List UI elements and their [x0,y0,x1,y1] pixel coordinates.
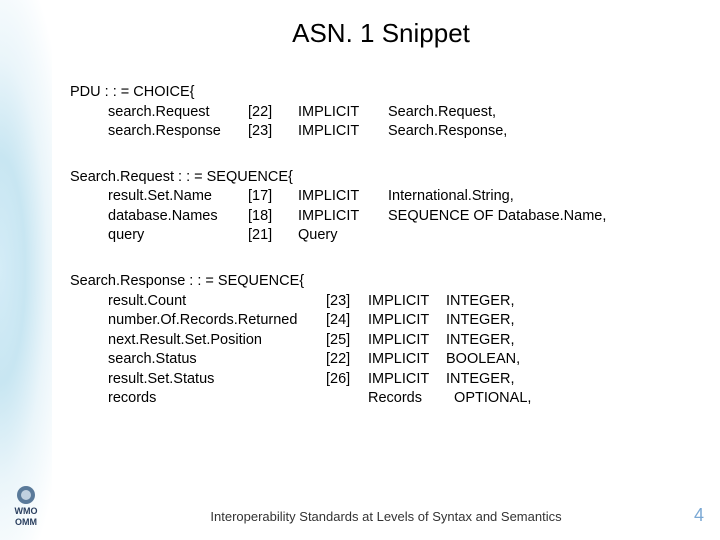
asn-field-line: result.Set.Status[26]IMPLICITINTEGER, [70,370,692,390]
asn-field-name: result.Count [108,292,326,312]
globe-icon [17,486,35,504]
sidebar-decoration [0,0,52,540]
asn-field-keyword: IMPLICIT [368,331,446,351]
asn-field-tag: [26] [326,370,368,390]
asn-field-tag: [18] [248,207,298,227]
asn-field-tag [326,389,368,409]
asn-field-keyword: IMPLICIT [298,122,388,142]
asn-field-keyword: IMPLICIT [368,292,446,312]
asn-field-name: number.Of.Records.Returned [108,311,326,331]
asn-field-type: INTEGER, [446,292,514,312]
asn-block-pdu: PDU : : = CHOICE{search.Request[22]IMPLI… [70,83,692,142]
asn-field-line: search.Status[22]IMPLICITBOOLEAN, [70,350,692,370]
asn-field-tag: [23] [248,122,298,142]
asn-field-keyword: IMPLICIT [368,311,446,331]
asn-field-line: search.Request[22]IMPLICITSearch.Request… [70,103,692,123]
asn-field-type: BOOLEAN, [446,350,520,370]
asn-field-line: next.Result.Set.Position[25]IMPLICITINTE… [70,331,692,351]
slide-title: ASN. 1 Snippet [70,18,692,49]
asn-field-name: records [108,389,326,409]
asn-block-search-response: Search.Response : : = SEQUENCE{result.Co… [70,272,692,409]
logo-text-1: WMO [15,506,38,517]
asn-field-type: SEQUENCE OF Database.Name, [388,207,606,227]
asn-field-keyword: Records [368,389,446,409]
asn-header-line: Search.Request : : = SEQUENCE{ [70,168,692,188]
wmo-logo: WMO OMM [0,486,52,528]
asn-field-line: records Records OPTIONAL, [70,389,692,409]
asn-field-keyword: IMPLICIT [368,370,446,390]
asn-field-name: search.Response [108,122,248,142]
asn-field-tag: [22] [326,350,368,370]
asn-field-tag: [22] [248,103,298,123]
asn-field-name: search.Status [108,350,326,370]
asn-field-tag: [25] [326,331,368,351]
asn-field-tag: [17] [248,187,298,207]
asn-field-keyword: Query [298,226,388,246]
asn-field-type: INTEGER, [446,331,514,351]
logo-text-2: OMM [15,517,37,528]
asn-field-line: query[21]Query [70,226,692,246]
page-number: 4 [694,505,704,526]
asn-field-keyword: IMPLICIT [298,103,388,123]
asn-field-tag: [24] [326,311,368,331]
asn-field-line: number.Of.Records.Returned[24]IMPLICITIN… [70,311,692,331]
asn-field-name: search.Request [108,103,248,123]
asn-field-type: Search.Response, [388,122,507,142]
slide-content: ASN. 1 Snippet PDU : : = CHOICE{search.R… [52,0,720,540]
asn-field-keyword: IMPLICIT [298,207,388,227]
asn-field-line: search.Response[23]IMPLICITSearch.Respon… [70,122,692,142]
asn-field-name: database.Names [108,207,248,227]
asn-field-type: International.String, [388,187,514,207]
asn-field-name: result.Set.Name [108,187,248,207]
asn-field-tag: [23] [326,292,368,312]
asn-field-type: Search.Request, [388,103,496,123]
asn-field-line: result.Count[23]IMPLICITINTEGER, [70,292,692,312]
asn-block-search-request: Search.Request : : = SEQUENCE{result.Set… [70,168,692,246]
asn-field-name: next.Result.Set.Position [108,331,326,351]
asn-field-type: INTEGER, [446,370,514,390]
asn-field-line: database.Names[18]IMPLICITSEQUENCE OF Da… [70,207,692,227]
asn-field-name: query [108,226,248,246]
asn-header-line: PDU : : = CHOICE{ [70,83,692,103]
asn-field-name: result.Set.Status [108,370,326,390]
asn-field-keyword: IMPLICIT [298,187,388,207]
asn-field-type: INTEGER, [446,311,514,331]
asn-header-line: Search.Response : : = SEQUENCE{ [70,272,692,292]
asn-field-line: result.Set.Name[17]IMPLICITInternational… [70,187,692,207]
asn-field-tag: [21] [248,226,298,246]
asn-field-keyword: IMPLICIT [368,350,446,370]
slide-footer: Interoperability Standards at Levels of … [52,509,720,524]
asn-field-type: OPTIONAL, [446,389,531,409]
